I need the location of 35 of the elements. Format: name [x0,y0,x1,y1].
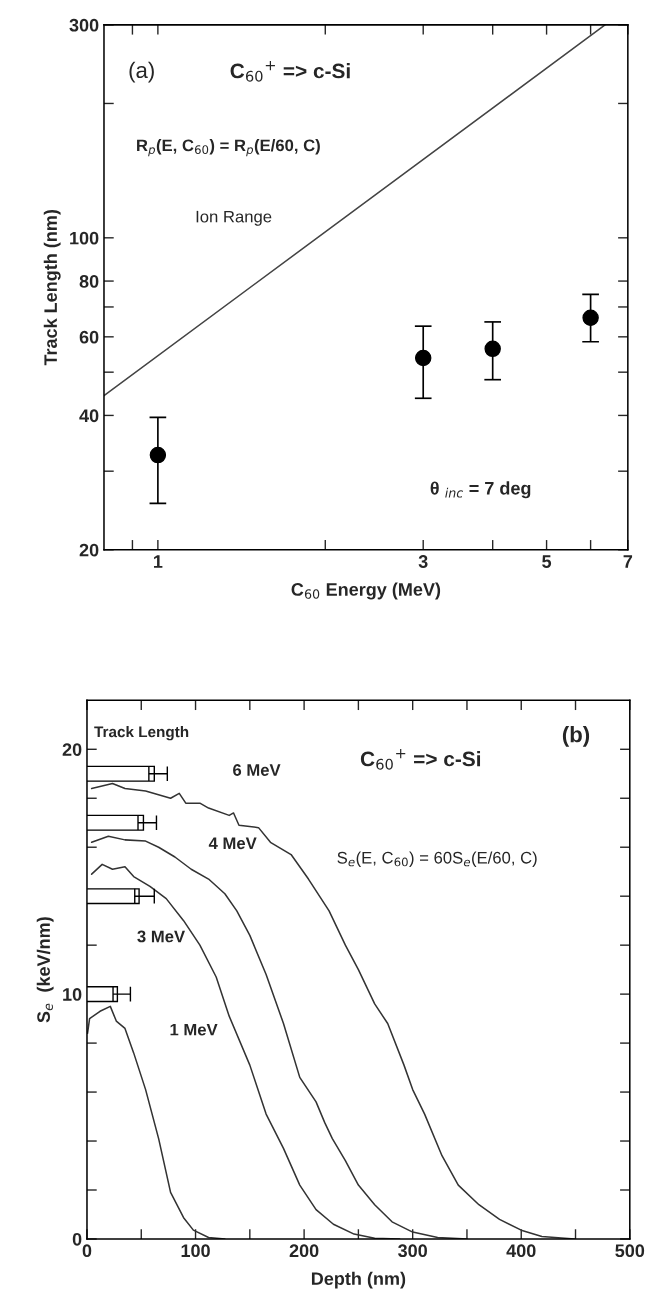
annotation: θ $_{inc}$ = 7 deg [430,481,531,499]
y-axis-title: Track Length (nm) [43,209,61,366]
annotation: 6 MeV [233,764,281,776]
y-axis-title: S$_{e}$ (keV/nm) [36,917,54,1023]
y-tick-label: 300 [69,18,99,32]
y-tick-label: 20 [62,743,82,756]
x-tick-label: 400 [506,1244,536,1258]
annotation: (a) [129,61,154,83]
annotation: 1 MeV [170,1023,218,1036]
annotation: 3 MeV [137,930,185,943]
annotation: (b) [562,726,590,747]
x-tick-label: 7 [623,555,633,568]
x-tick-label: 200 [289,1244,319,1258]
annotation: Ion Range [196,210,272,226]
y-tick-label: 100 [70,231,99,245]
annotation: S$_{e}$(E, C$_{60}$) = 60S$_{e}$(E/60, C) [337,851,537,867]
annotation: C$_{60}$$^{+}$ => c-Si [230,61,350,82]
y-tick-label: 40 [79,409,99,423]
x-tick-label: 5 [542,555,552,568]
x-axis-title: C$_{60}$ Energy (MeV) [291,582,441,600]
x-tick-label: 1 [153,555,163,568]
x-tick-label: 300 [398,1244,427,1258]
annotation: R$_{p}$(E, C$_{60}$) = R$_{p}$(E/60, C) [137,139,320,157]
y-tick-label: 20 [79,543,99,557]
x-tick-label: 3 [418,555,428,568]
y-tick-label: 80 [79,275,99,288]
y-tick-label: 0 [72,1232,82,1246]
annotation: Track Length [94,726,189,741]
y-tick-label: 10 [63,988,82,1001]
annotation: 4 MeV [208,837,257,850]
x-axis-title: Depth (nm) [311,1271,406,1289]
annotation: C$_{60}$$^{+}$ => c-Si [360,749,481,770]
x-tick-label: 100 [181,1244,210,1258]
y-tick-label: 60 [79,330,99,344]
x-tick-label: 500 [615,1244,645,1258]
